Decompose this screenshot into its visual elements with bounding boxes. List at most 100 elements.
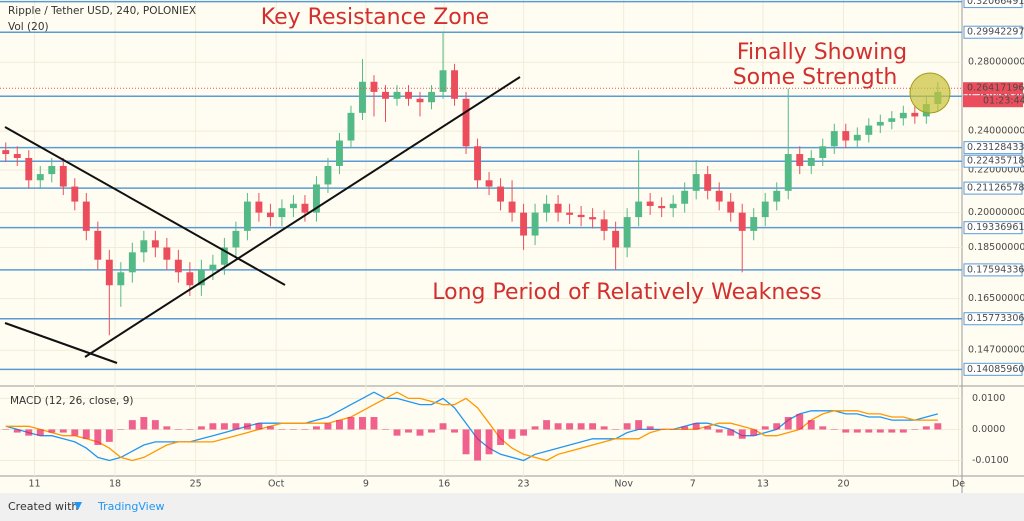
candle-body [508,201,516,213]
candle-body [13,154,21,158]
histogram-bar [105,429,113,442]
x-tick-label: 25 [190,479,202,490]
candle-body [243,201,251,231]
candle-body [393,91,401,99]
level-label-box [963,25,1023,39]
footer-brand[interactable]: TradingView [97,500,164,513]
histogram-bar [474,429,481,461]
candle-body [727,201,735,213]
level-label: 0.23128433 [967,142,1024,153]
histogram-bar [439,423,447,430]
x-tick-label: 7 [690,479,696,490]
trend-line [84,76,521,358]
x-tick-label: 11 [28,479,40,490]
candle-body [36,174,44,181]
histogram-bar [243,423,251,430]
histogram-bar [151,420,159,430]
histogram-bar [888,429,896,433]
annotation: Key Resistance Zone [261,5,489,30]
candle-body [197,269,205,286]
candle-body [462,98,470,147]
histogram-bar [451,429,458,433]
annotation: Finally Showing [737,40,907,65]
candle-body [25,157,33,181]
candle-body [71,186,79,202]
candle-body [105,259,113,286]
candle-body [324,165,332,185]
level-label-box [963,181,1023,195]
histogram-bar [359,417,366,430]
level-label: 0.17594336 [967,264,1024,275]
candle-body [289,203,297,209]
level-label: 0.21126578 [967,183,1024,194]
candle-body [497,186,505,202]
candle-body [658,205,666,209]
histogram-bar [669,429,677,430]
histogram-bar [842,429,850,433]
histogram-bar [819,426,827,430]
y-tick-label: 0.0000 [972,424,1005,435]
chart-title: Ripple / Tether USD, 240, POLONIEX [8,5,196,17]
candle-body [692,174,700,191]
candle-body [359,81,366,113]
level-label: 0.32066491 [967,0,1024,7]
histogram-bar [784,417,792,430]
candle-body [439,70,447,92]
level-label: 0.29942297 [967,27,1024,38]
histogram-bar [197,426,205,430]
candle-body [865,125,873,135]
candle-body [370,81,378,92]
candle-body [646,201,654,206]
histogram-bar [209,423,217,430]
candle-body [428,91,435,103]
candle-body [876,121,884,126]
histogram-bar [220,423,228,430]
histogram-bar [2,429,10,430]
x-tick-label: De [952,479,965,490]
histogram-bar [71,429,79,436]
histogram-bar [899,429,907,433]
candle-body [807,157,815,166]
histogram-bar [428,429,435,433]
candle-body [704,174,712,191]
y-tick-label: 0.22000000 [968,165,1024,176]
x-tick-label: 18 [109,479,121,490]
histogram-bar [531,426,539,430]
candle-body [347,112,355,141]
last-price-box [963,82,1023,95]
y-tick-label: 0.20000000 [968,207,1024,218]
histogram-bar [911,429,919,430]
macd-line [5,391,938,462]
x-tick-label: 13 [757,479,769,490]
histogram-bar [704,426,712,430]
histogram-bar [738,429,746,439]
level-label-box [963,312,1023,326]
y-tick-label: 0.0100 [972,393,1005,404]
histogram-bar [25,429,33,436]
histogram-bar [312,426,320,430]
candle-body [554,203,562,213]
histogram-bar [922,426,930,430]
candle-body [899,112,907,119]
histogram-bar [865,429,873,433]
candle-body [888,118,896,122]
candle-body [336,140,343,166]
histogram-bar [646,426,654,430]
histogram-bar [278,429,286,430]
candle-body [209,264,217,270]
candle-body [842,131,850,141]
level-label-box [963,221,1023,235]
histogram-bar [382,429,389,430]
candle-body [485,180,493,187]
trend-line [4,322,118,364]
histogram-bar [692,423,700,430]
macd-title: MACD (12, 26, close, 9) [10,395,133,407]
histogram-bar [255,423,263,430]
histogram-bar [82,429,90,439]
level-label: 0.15773306 [967,313,1024,324]
histogram-bar [830,429,838,430]
histogram-bar [370,417,378,430]
candle-body [301,203,309,213]
candle-body [451,70,458,99]
